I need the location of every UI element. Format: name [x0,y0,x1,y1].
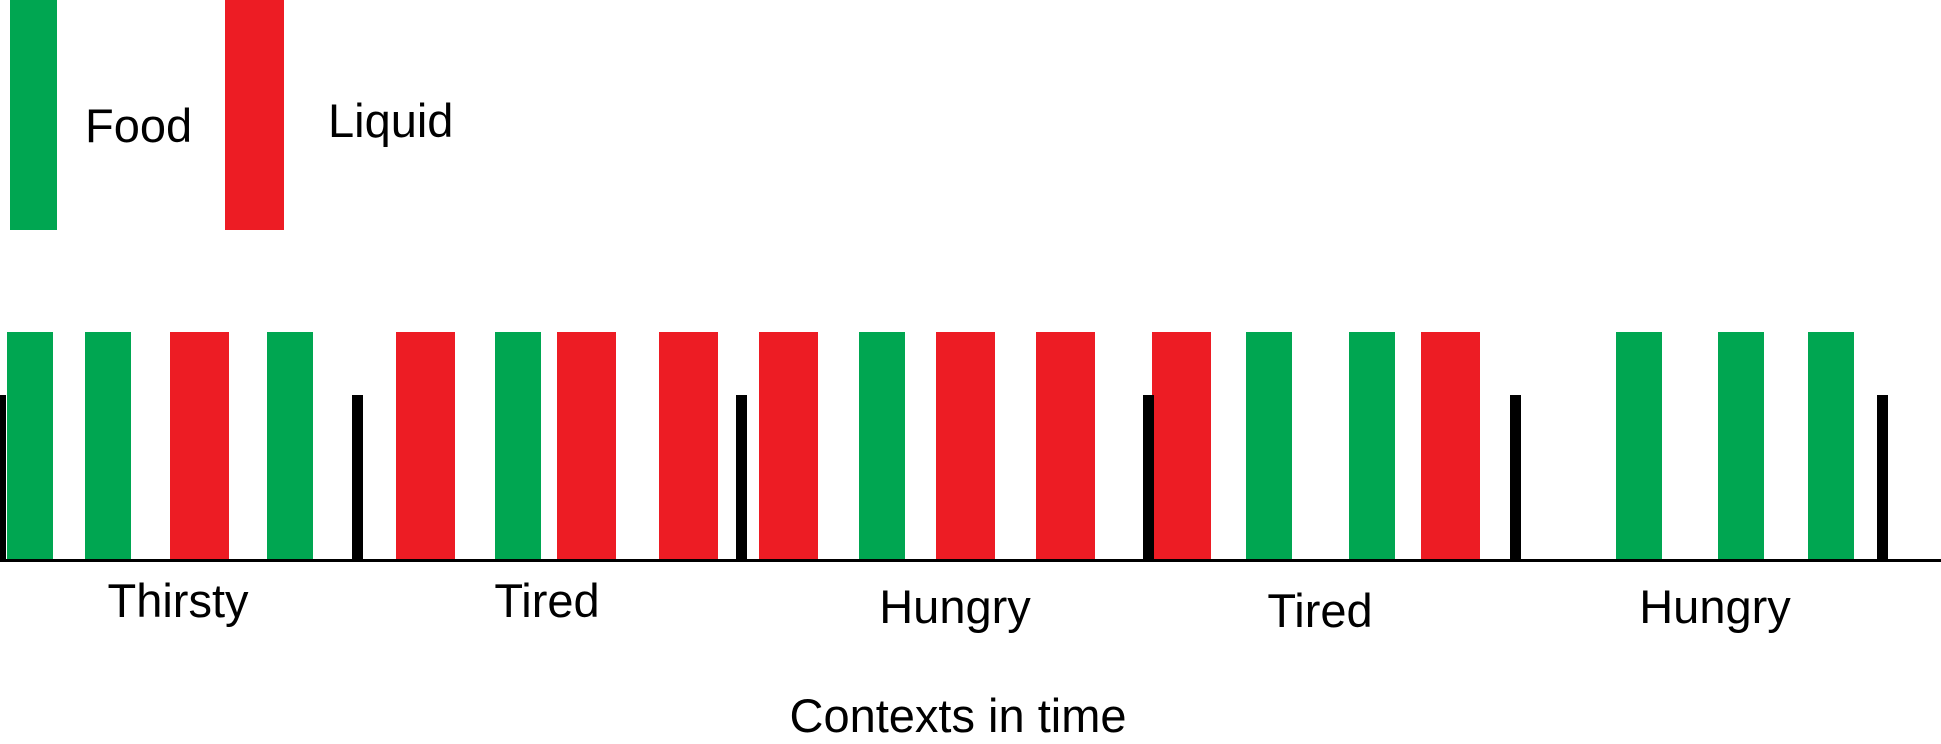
legend: Food Liquid [10,0,453,230]
event-bar-liquid [396,332,455,561]
context-label-hungry: Hungry [1639,580,1791,633]
event-bar-liquid [1036,332,1095,561]
event-bar-food [1246,332,1292,561]
axis-title: Contexts in time [790,689,1127,742]
context-label-tired: Tired [494,574,599,627]
context-divider [0,395,6,562]
context-label-thirsty: Thirsty [108,574,250,627]
context-label-hungry: Hungry [879,580,1031,633]
event-bar-liquid [659,332,718,561]
legend-swatch-food [10,0,57,230]
event-bar-food [7,332,53,561]
time-axis-line [5,559,1941,562]
event-bars [7,332,1854,561]
time-axis [0,395,1941,562]
event-bar-food [267,332,313,561]
event-bar-food [1718,332,1764,561]
context-divider [1510,395,1521,562]
event-bar-food [1349,332,1395,561]
event-bar-food [85,332,131,561]
event-bar-food [1808,332,1854,561]
event-bar-food [859,332,905,561]
event-bar-liquid [759,332,818,561]
event-bar-liquid [557,332,616,561]
event-bar-liquid [936,332,995,561]
context-label-tired: Tired [1267,584,1372,637]
context-divider [1143,395,1154,562]
legend-label-food: Food [85,99,192,152]
event-bar-food [1616,332,1662,561]
legend-swatch-liquid [225,0,284,230]
legend-label-liquid: Liquid [328,94,453,147]
event-bar-food [495,332,541,561]
context-labels: Thirsty Tired Hungry Tired Hungry [108,574,1792,637]
event-bar-liquid [1421,332,1480,561]
context-divider [352,395,363,562]
event-bar-liquid [170,332,229,561]
context-divider [1877,395,1888,562]
context-divider [736,395,747,562]
event-bar-liquid [1152,332,1211,561]
